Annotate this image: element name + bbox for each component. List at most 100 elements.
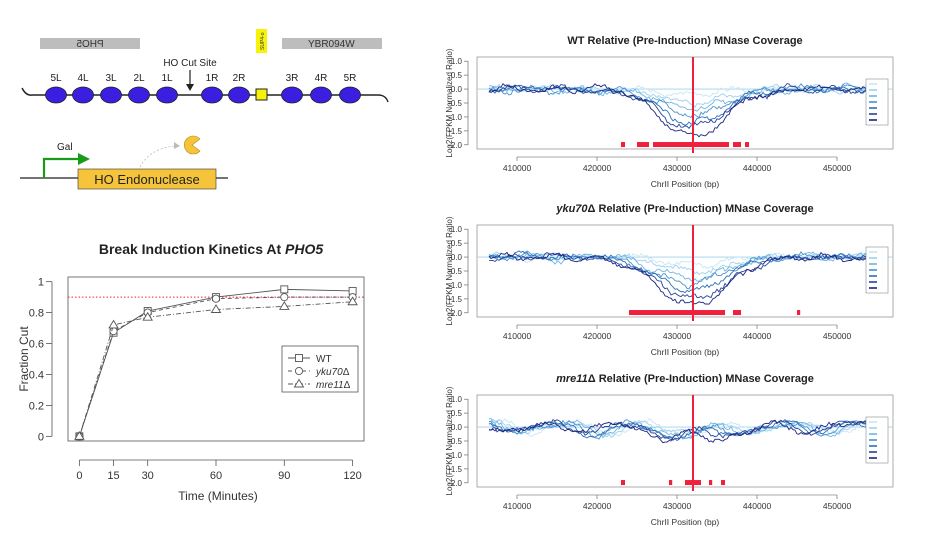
coverage-region-marker [721, 480, 725, 486]
kinetics-legend: WT yku70Δ mre11Δ [281, 345, 359, 393]
kinetics-line-yku70 [78, 296, 353, 437]
kinetics-point-WT [280, 285, 289, 294]
coverage-y-tick-label: -1.5 [448, 295, 462, 304]
nucleosome-row: 5L 4L 3L 2L 1L 1R 2R 3R 4R 5R [45, 73, 361, 104]
coverage-trace [488, 83, 886, 129]
coverage-title-gene: mre11 [556, 373, 588, 385]
coverage-x-tick-label: 440000 [743, 501, 772, 511]
kinetics-title: Break Induction Kinetics At PHO5 [99, 241, 324, 257]
kinetics-x-tick-label: 120 [343, 470, 361, 482]
gal-promoter-label: Gal [57, 142, 73, 153]
nucleosome-label-3l: 3L [105, 73, 117, 84]
kinetics-x-tick-label: 90 [278, 470, 290, 482]
coverage-y-tick-label: -1.5 [448, 465, 462, 474]
coverage-region-marker [709, 480, 713, 486]
ybr094w-gene-bar [282, 38, 382, 49]
kinetics-y-tick-label: 0.4 [29, 369, 44, 381]
nucleosome-label-5l: 5L [50, 73, 62, 84]
coverage-y-label: Log2(FPKM Normalized Ratio) [445, 216, 454, 325]
coverage-region-marker [629, 310, 725, 316]
coverage-trace [488, 83, 886, 98]
coverage-y-tick-label: 1.0 [451, 57, 463, 66]
coverage-y-tick-label: -1.0 [448, 451, 462, 460]
coverage-trace [488, 251, 886, 305]
coverage-x-tick-label: 430000 [663, 501, 692, 511]
sup4-marker [255, 88, 268, 101]
coverage-x-tick-label: 420000 [583, 163, 612, 173]
kinetics-y-tick-label: 0.6 [29, 339, 44, 351]
coverage-title-gene: yku70 [555, 203, 588, 215]
coverage-trace [488, 84, 886, 126]
kinetics-legend-box [281, 345, 359, 393]
coverage-y-tick-label: 0.5 [451, 71, 463, 80]
coverage-x-tick-label: 450000 [823, 331, 852, 341]
coverage-title: WT Relative (Pre-Induction) MNase Covera… [567, 35, 802, 47]
ho-locus-schematic: PHO5 YBR094W SUP4-o 5L 4L 3L 2L 1L 1R 2R 3R 4R 5R… [20, 29, 389, 190]
nucleosome-label-2l: 2L [133, 73, 145, 84]
kinetics-title-text: Break Induction Kinetics At [99, 241, 285, 257]
nucleosome-2l [128, 86, 150, 104]
coverage-x-tick-label: 410000 [503, 163, 532, 173]
kinetics-point-mre11 [210, 304, 222, 313]
coverage-title: mre11Δ Relative (Pre-Induction) MNase Co… [556, 373, 814, 385]
nucleosome-5l [45, 86, 67, 104]
coverage-region-marker [621, 480, 625, 486]
coverage-region-marker [797, 310, 801, 316]
legend-marker-WT [295, 354, 303, 362]
coverage-panel-wt: WT Relative (Pre-Induction) MNase Covera… [445, 35, 894, 189]
coverage-trace [489, 419, 886, 444]
kinetics-x-tick-label: 0 [76, 470, 82, 482]
ho-endonuclease-box [77, 168, 217, 190]
coverage-region-marker [745, 142, 749, 148]
kinetics-y-tick-label: 0.2 [29, 400, 44, 412]
coverage-x-tick-label: 430000 [663, 331, 692, 341]
coverage-panel-mre11: mre11Δ Relative (Pre-Induction) MNase Co… [445, 373, 894, 527]
nucleosome-3l [100, 86, 122, 104]
nucleosome-3r [281, 86, 303, 104]
coverage-y-tick-label: 0.0 [451, 423, 463, 432]
kinetics-chart: Break Induction Kinetics At PHO5 0 15 30 60… [17, 241, 365, 503]
coverage-trace [488, 250, 886, 294]
nucleosome-label-3r: 3R [286, 73, 299, 84]
coverage-x-tick-label: 440000 [743, 163, 772, 173]
legend-label-yku70: yku70Δ [315, 367, 350, 378]
nucleosome-4l [72, 86, 94, 104]
ho-enzyme-icon [183, 135, 201, 155]
coverage-x-tick-label: 410000 [503, 501, 532, 511]
nucleosome-label-1r: 1R [206, 73, 219, 84]
coverage-y-tick-label: -0.5 [448, 267, 462, 276]
coverage-title: yku70Δ Relative (Pre-Induction) MNase Co… [555, 203, 813, 215]
expression-arrowhead [174, 142, 180, 149]
gal-promoter-arrowhead [78, 153, 90, 165]
kinetics-point-yku70 [280, 293, 289, 302]
expression-arrow [139, 145, 177, 168]
kinetics-line-mre11 [78, 301, 353, 437]
legend-marker-mre11 [293, 378, 305, 388]
kinetics-point-mre11 [142, 311, 153, 321]
nucleosome-label-5r: 5R [344, 73, 357, 84]
coverage-region-marker [621, 142, 625, 148]
coverage-x-tick-label: 450000 [823, 163, 852, 173]
nucleosome-5r [339, 86, 361, 104]
coverage-y-tick-label: -0.5 [448, 99, 462, 108]
sup4-feature-box [256, 29, 267, 53]
coverage-y-tick-label: 0.0 [451, 85, 463, 94]
coverage-y-tick-label: -2.0 [448, 141, 462, 150]
coverage-x-tick-label: 440000 [743, 331, 772, 341]
coverage-y-tick-label: -2.0 [448, 309, 462, 318]
kinetics-y-label: Fraction Cut [17, 326, 31, 392]
nucleosome-label-1l: 1L [161, 73, 173, 84]
pho5-gene-bar [40, 38, 140, 49]
kinetics-point-mre11 [347, 296, 358, 306]
coverage-region-marker [669, 480, 673, 486]
coverage-trace [488, 418, 886, 441]
coverage-x-tick-label: 420000 [583, 501, 612, 511]
coverage-trace [488, 418, 886, 439]
coverage-plot-frame [476, 394, 894, 488]
coverage-plot-frame [476, 56, 894, 150]
kinetics-x-tick-label: 30 [142, 470, 154, 482]
ho-endonuclease-label: HO Endonuclease [94, 172, 200, 187]
kinetics-point-mre11 [108, 319, 119, 329]
coverage-y-tick-label: 1.0 [451, 395, 463, 404]
